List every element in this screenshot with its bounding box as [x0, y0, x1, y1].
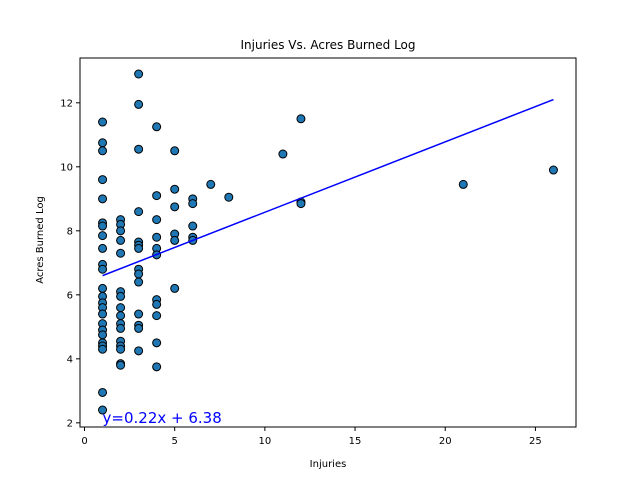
regression-equation-label: y=0.22x + 6.38 [103, 409, 222, 427]
scatter-point [224, 192, 234, 202]
scatter-point [116, 360, 126, 370]
scatter-point [98, 117, 108, 127]
scatter-point [98, 344, 108, 354]
scatter-point [134, 207, 144, 217]
scatter-point [116, 235, 126, 245]
scatter-point [98, 309, 108, 319]
scatter-point [134, 309, 144, 319]
scatter-point [98, 175, 108, 185]
scatter-point [170, 202, 180, 212]
x-tick-label: 5 [172, 436, 178, 447]
regression-line [102, 98, 554, 277]
scatter-point [278, 149, 288, 159]
scatter-point [152, 232, 162, 242]
scatter-point [98, 221, 108, 231]
scatter-point [206, 179, 216, 189]
scatter-point [116, 291, 126, 301]
scatter-point [98, 387, 108, 397]
scatter-point [152, 299, 162, 309]
scatter-point [296, 114, 306, 124]
scatter-point [188, 199, 198, 209]
scatter-point [134, 323, 144, 333]
scatter-point [98, 243, 108, 253]
scatter-point [152, 215, 162, 225]
scatter-point [170, 146, 180, 156]
chart-title: Injuries Vs. Acres Burned Log [240, 38, 415, 52]
scatter-point [98, 231, 108, 241]
scatter-point [116, 323, 126, 333]
scatter-point [134, 269, 144, 279]
scatter-point [116, 303, 126, 313]
y-tick-label: 4 [67, 354, 73, 365]
scatter-point [296, 199, 306, 209]
y-tick-label: 2 [67, 418, 73, 429]
scatter-point [116, 248, 126, 258]
x-tick-label: 15 [349, 436, 362, 447]
x-tick-label: 10 [259, 436, 272, 447]
x-tick-label: 0 [81, 436, 87, 447]
x-tick-label: 25 [529, 436, 542, 447]
scatter-point [152, 311, 162, 321]
scatter-point [98, 283, 108, 293]
y-tick-label: 10 [60, 162, 73, 173]
scatter-point [188, 221, 198, 231]
y-axis-title: Acres Burned Log [35, 196, 46, 284]
scatter-point [458, 179, 468, 189]
scatter-point [134, 99, 144, 109]
scatter-point [134, 346, 144, 356]
scatter-point [152, 338, 162, 348]
y-tick-label: 6 [67, 290, 73, 301]
plot-frame [79, 57, 577, 428]
x-axis-title: Injuries [310, 459, 347, 470]
scatter-point [170, 235, 180, 245]
scatter-point [170, 184, 180, 194]
plot-area: y=0.22x + 6.38 0 5 10 15 20 25 2 4 6 8 10 12 [60, 57, 577, 447]
scatter-point [134, 144, 144, 154]
scatter-point [98, 146, 108, 156]
scatter-point [116, 226, 126, 236]
scatter-point [98, 405, 108, 415]
y-tick-label: 12 [60, 98, 73, 109]
x-tick-label: 20 [439, 436, 452, 447]
scatter-point [152, 362, 162, 372]
scatter-point [152, 191, 162, 201]
scatter-point [98, 330, 108, 340]
scatter-point [134, 277, 144, 287]
scatter-point [98, 194, 108, 204]
scatter-point [98, 264, 108, 274]
scatter-point [134, 243, 144, 253]
scatter-point [152, 122, 162, 132]
y-tick-label: 8 [67, 226, 73, 237]
scatter-point [134, 69, 144, 79]
scatter-point [170, 283, 180, 293]
scatter-point [98, 138, 108, 148]
scatter-point [116, 344, 126, 354]
scatter-point [116, 311, 126, 321]
scatter-point [548, 165, 558, 175]
